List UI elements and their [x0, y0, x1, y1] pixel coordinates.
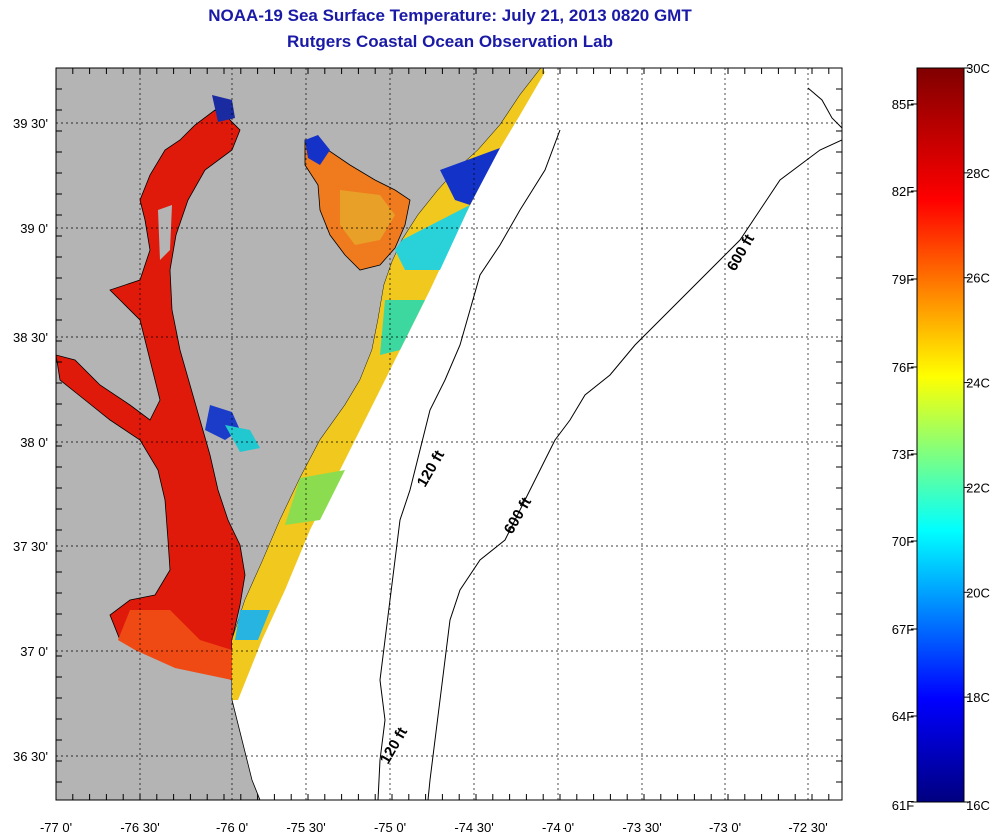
lon-tick-label: -75 0' — [374, 820, 406, 835]
lat-tick-label: 38 30' — [13, 330, 48, 345]
lon-tick-label: -77 0' — [40, 820, 72, 835]
lon-tick-label: -74 30' — [454, 820, 493, 835]
swath-cyan-north — [395, 205, 470, 270]
fahrenheit-label: 61F — [892, 798, 914, 813]
celsius-label: 16C — [966, 798, 990, 813]
celsius-label: 22C — [966, 480, 990, 495]
celsius-label: 30C — [966, 61, 990, 76]
swath-blue-north — [440, 148, 500, 205]
lon-tick-label: -75 30' — [286, 820, 325, 835]
contour-120ft — [377, 129, 561, 800]
bay-mouth-warm — [118, 610, 232, 680]
chesapeake-bay — [56, 109, 246, 681]
bay-north-cold — [212, 95, 235, 122]
contour-600ft — [427, 139, 842, 800]
fahrenheit-label: 70F — [892, 534, 914, 549]
lon-tick-label: -73 0' — [709, 820, 741, 835]
delaware-bay-warm — [340, 190, 395, 245]
lon-tick-label: -74 0' — [542, 820, 574, 835]
lat-tick-label: 36 30' — [13, 749, 48, 764]
fahrenheit-label: 67F — [892, 622, 914, 637]
bay-island — [158, 205, 172, 260]
fahrenheit-label: 82F — [892, 184, 914, 199]
colorbar — [916, 67, 965, 803]
swath-green-south — [285, 470, 345, 525]
satellite-swath — [232, 68, 545, 700]
fahrenheit-label: 79F — [892, 272, 914, 287]
celsius-label: 28C — [966, 166, 990, 181]
lon-tick-label: -76 30' — [120, 820, 159, 835]
lat-tick-label: 39 30' — [13, 116, 48, 131]
fahrenheit-label: 73F — [892, 447, 914, 462]
map-title: NOAA-19 Sea Surface Temperature: July 21… — [208, 6, 692, 25]
lon-tick-label: -76 0' — [216, 820, 248, 835]
celsius-label: 20C — [966, 585, 990, 600]
lat-tick-label: 37 30' — [13, 539, 48, 554]
lat-tick-label: 39 0' — [20, 221, 48, 236]
lat-tick-label: 37 0' — [20, 644, 48, 659]
fahrenheit-label: 76F — [892, 360, 914, 375]
lon-tick-label: -73 30' — [622, 820, 661, 835]
bay-cyan-patch — [225, 425, 260, 452]
celsius-label: 26C — [966, 271, 990, 286]
lon-tick-label: -72 30' — [788, 820, 827, 835]
swath-blue-south — [235, 610, 270, 640]
lat-tick-label: 38 0' — [20, 435, 48, 450]
delaware-bay-cold — [305, 135, 330, 165]
fahrenheit-label: 64F — [892, 709, 914, 724]
swath-teal-mid — [380, 300, 425, 355]
celsius-label: 18C — [966, 690, 990, 705]
fahrenheit-label: 85F — [892, 97, 914, 112]
map-frame — [55, 67, 843, 801]
map-subtitle: Rutgers Coastal Ocean Observation Lab — [287, 32, 613, 51]
celsius-label: 24C — [966, 376, 990, 391]
